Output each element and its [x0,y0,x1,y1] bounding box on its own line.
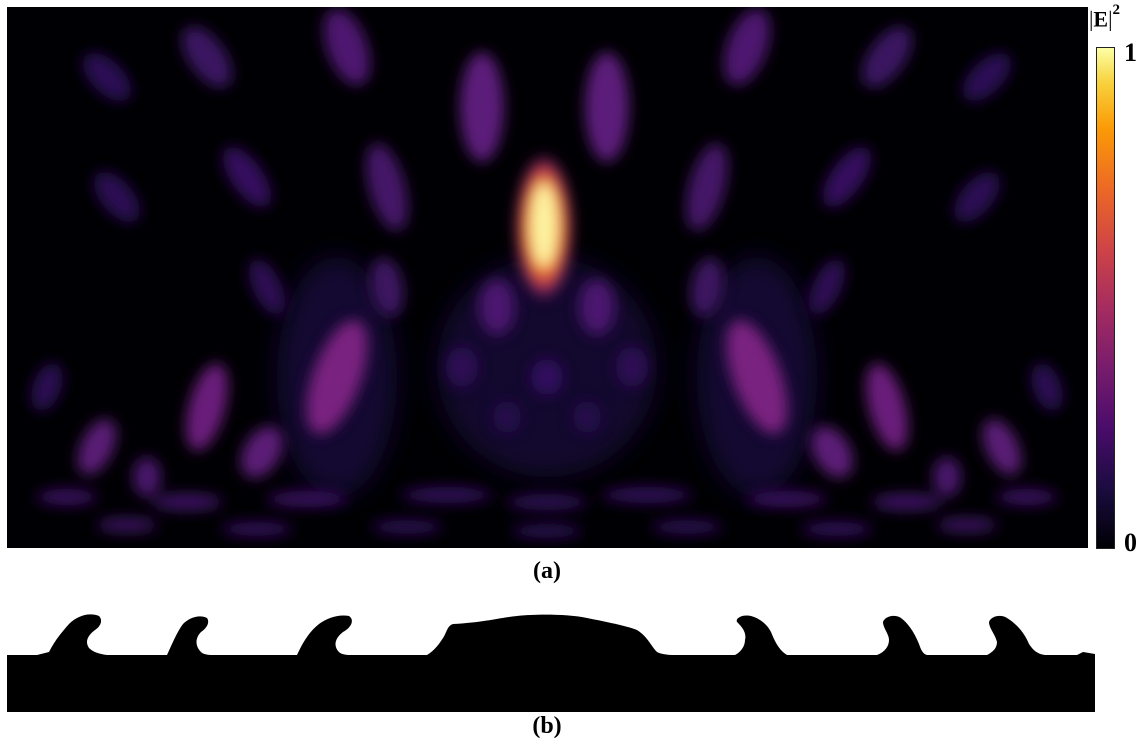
intensity-image [7,7,1088,548]
colorbar-title-exponent: 2 [1113,2,1121,18]
panel-a-label: (a) [497,558,597,585]
colorbar-max-label: 1 [1124,38,1137,68]
panel-b-label: (b) [497,713,597,740]
colorbar [1096,47,1115,549]
colorbar-title: |E|2 [1089,6,1120,32]
structure-silhouette [7,610,1095,712]
colorbar-min-label: 0 [1124,528,1137,558]
structure-profile [7,610,1095,712]
colorbar-title-symbol: E [1093,6,1108,31]
field-intensity-map [7,7,1088,548]
